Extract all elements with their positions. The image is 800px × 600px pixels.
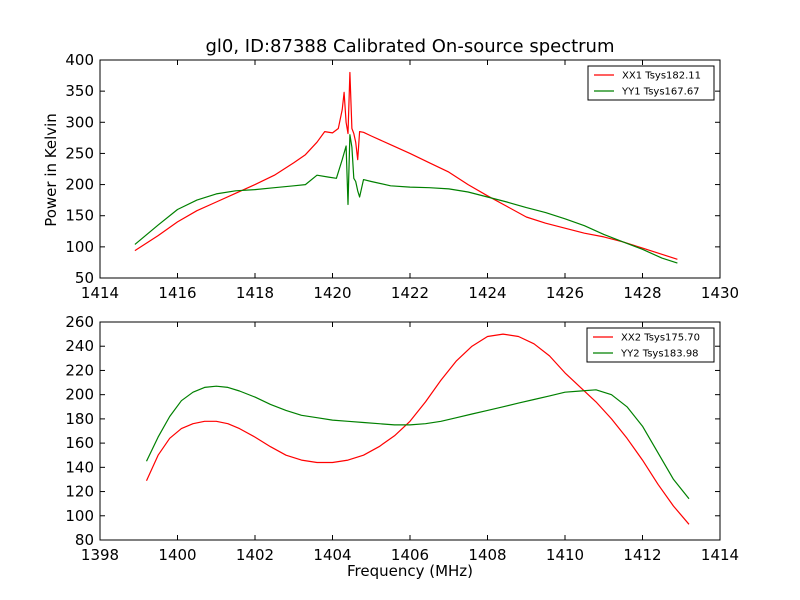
chart-2-xtick-label-4: 1406: [391, 546, 429, 564]
chart-1-ytick-label-7: 400: [65, 51, 94, 69]
chart-2-xtick-label-0: 1398: [81, 546, 119, 564]
chart-2-ytick-label-8: 240: [65, 337, 94, 355]
chart-2-series-2-line: [145, 385, 690, 500]
chart-2-xtick-label-8: 1414: [701, 546, 739, 564]
chart-2-xlabel: Frequency (MHz): [347, 562, 473, 580]
chart-1-series-2-line: [134, 134, 678, 264]
chart-2-xtick-label-2: 1402: [236, 546, 274, 564]
chart-2-ytick-label-9: 260: [65, 313, 94, 331]
chart-2-ytick-label-2: 120: [65, 483, 94, 501]
chart-1-xtick-label-4: 1422: [391, 284, 429, 302]
chart-1-title: gl0, ID:87388 Calibrated On-source spect…: [205, 36, 614, 57]
chart-1-xtick-label-6: 1426: [546, 284, 584, 302]
chart-1-ytick-label-2: 150: [65, 207, 94, 225]
chart-2-xtick-label-5: 1408: [468, 546, 506, 564]
chart-2-ytick-label-1: 100: [65, 507, 94, 525]
chart-1: 1414 1416 1418 1420 1422 1424 1426 1428 1430 50 10…: [65, 51, 739, 302]
chart-1-ytick-label-1: 100: [65, 238, 94, 256]
chart-1-ytick-label-6: 350: [65, 82, 94, 100]
chart-2-ytick-label-7: 220: [65, 361, 94, 379]
chart-2-ytick-label-5: 180: [65, 410, 94, 428]
chart-2-xtick-label-7: 1412: [623, 546, 661, 564]
chart-2-legend-label-2: YY2 Tsys183.98: [620, 349, 699, 360]
chart-2-xtick-label-1: 1400: [158, 546, 196, 564]
chart-1-ytick-label-5: 300: [65, 113, 94, 131]
chart-1-xtick-label-5: 1424: [468, 284, 506, 302]
chart-1-ylabel: Power in Kelvin: [42, 113, 60, 227]
chart-2-legend-label-1: XX2 Tsys175.70: [621, 333, 700, 344]
chart-1-series-1-line: [134, 71, 678, 260]
chart-2-series-1-line: [145, 333, 690, 525]
chart-1-xtick-label-3: 1420: [313, 284, 351, 302]
chart-2: 1398 1400 1402 1404 1406 1408 1410 1412 1414 80 10…: [65, 313, 739, 564]
chart-2-legend: [586, 327, 715, 363]
chart-2-ytick-label-4: 160: [65, 434, 94, 452]
chart-1-legend: [587, 65, 715, 101]
chart-1-xtick-label-7: 1428: [623, 284, 661, 302]
chart-1-ytick-label-0: 50: [75, 269, 94, 287]
chart-2-ytick-label-6: 200: [65, 386, 94, 404]
chart-1-xtick-label-1: 1416: [158, 284, 196, 302]
chart-2-xtick-label-6: 1410: [546, 546, 584, 564]
chart-1-legend-label-1: XX1 Tsys182.11: [622, 71, 701, 82]
chart-2-ytick-label-0: 80: [75, 531, 94, 549]
chart-1-xtick-label-0: 1414: [81, 284, 119, 302]
chart-1-xtick-label-2: 1418: [236, 284, 274, 302]
chart-2-xtick-label-3: 1404: [313, 546, 351, 564]
chart-1-ytick-label-3: 200: [65, 176, 94, 194]
chart-2-ytick-label-3: 140: [65, 458, 94, 476]
chart-1-legend-label-2: YY1 Tsys167.67: [621, 87, 700, 98]
chart-1-xtick-label-8: 1430: [701, 284, 739, 302]
chart-1-ytick-label-4: 250: [65, 144, 94, 162]
